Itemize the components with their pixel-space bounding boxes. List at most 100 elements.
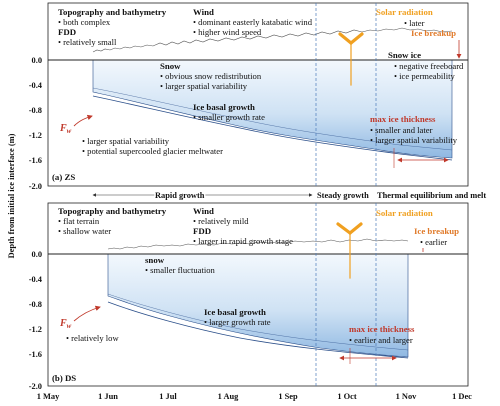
phase-steady-growth: Steady growth — [317, 191, 369, 200]
panel-a-wind-item: higher wind speed — [198, 27, 262, 37]
panel-a-topo-item: both complex — [63, 17, 111, 27]
svg-text:• larger in rapid growth stage: • larger in rapid growth stage — [193, 236, 293, 246]
svg-text:-1.2: -1.2 — [29, 131, 42, 140]
svg-text:• flat terrain: • flat terrain — [58, 216, 100, 226]
panel-b-tag: (b) DS — [52, 373, 76, 383]
svg-text:1 Sep: 1 Sep — [278, 392, 298, 401]
panel-a-snow-item: larger spatial variability — [165, 81, 248, 91]
phase-rapid-growth: Rapid growth — [155, 191, 205, 200]
svg-text:• shallow water: • shallow water — [58, 226, 111, 236]
svg-text:-0.4: -0.4 — [29, 275, 43, 284]
svg-text:-0.8: -0.8 — [29, 300, 42, 309]
svg-text:-1.6: -1.6 — [29, 156, 42, 165]
svg-text:-0.4: -0.4 — [29, 81, 43, 90]
panel-b-fw-item: relatively low — [71, 333, 119, 343]
svg-text:• dominant easterly katabatic: • dominant easterly katabatic wind — [193, 17, 313, 27]
svg-text:• earlier: • earlier — [420, 237, 447, 247]
panel-a-basal-item: smaller growth rate — [198, 112, 265, 122]
panel-a-fw-item: larger spatial variability — [87, 136, 170, 146]
panel-b-snow-title: snow — [145, 255, 165, 265]
panel-a-snowice-item: ice permeability — [399, 71, 455, 81]
panel-a-maxice-item: smaller and later — [375, 125, 432, 135]
panel-b-ice-basal-line2 — [107, 293, 409, 351]
svg-text:• larger spatial variability: • larger spatial variability — [160, 81, 248, 91]
svg-text:• ice permeability: • ice permeability — [394, 71, 455, 81]
svg-text:0.0: 0.0 — [32, 250, 42, 259]
panel-b-topo-item: flat terrain — [63, 216, 100, 226]
panel-b-breakup-item: earlier — [425, 237, 447, 247]
panel-b-maxice-item: earlier and larger — [354, 335, 413, 345]
y-axis-label: Depth from initial ice interface (m) — [7, 133, 16, 258]
svg-text:1 Dec: 1 Dec — [452, 392, 472, 401]
svg-text:• smaller growth rate: • smaller growth rate — [193, 112, 265, 122]
panel-b-basal-item: larger growth rate — [209, 317, 271, 327]
panel-a-breakup-title: Ice breakup — [411, 28, 456, 38]
panel-b-solar-title: Solar radiation — [376, 208, 433, 218]
panel-a-solar-title: Solar radiation — [376, 7, 433, 17]
svg-text:-2.0: -2.0 — [29, 182, 42, 191]
panel-a-fw-item: potential supercooled glacier meltwater — [87, 146, 223, 156]
panel-a-snowice-title: Snow ice — [388, 50, 421, 60]
panel-b-ice-basal-line — [107, 301, 409, 359]
panel-a-topo-title: Topography and bathymetry — [58, 7, 167, 17]
x-axis-ticks: 1 May 1 Jun 1 Jul 1 Aug 1 Sep 1 Oct 1 No… — [37, 392, 472, 401]
panel-a-solar-icon — [338, 32, 364, 86]
panel-b-snow-surface — [107, 238, 409, 250]
panel-b-wind-title: Wind — [193, 206, 214, 216]
panel-a-maxice-title: max ice thickness — [370, 114, 436, 124]
panel-b-fdd-item: larger in rapid growth stage — [198, 236, 293, 246]
svg-text:• earlier and larger: • earlier and larger — [349, 335, 413, 345]
svg-text:• smaller and later: • smaller and later — [370, 125, 433, 135]
panel-b-fw-label: Fw — [59, 318, 72, 330]
svg-text:0.0: 0.0 — [32, 56, 42, 65]
svg-text:1 Oct: 1 Oct — [337, 392, 357, 401]
panel-b-snow-item: smaller fluctuation — [150, 265, 215, 275]
phase-thermal-equilibrium: Thermal equilibrium and melt — [377, 191, 486, 200]
panel-b-breakup-title: Ice breakup — [414, 226, 459, 236]
panel-a-wind-title: Wind — [193, 7, 214, 17]
svg-text:• relatively small: • relatively small — [58, 37, 117, 47]
panel-a-fdd-item: relatively small — [63, 37, 117, 47]
svg-text:• larger growth rate: • larger growth rate — [204, 317, 271, 327]
svg-text:• negative freeboard: • negative freeboard — [394, 61, 464, 71]
svg-text:• obvious snow redistribution: • obvious snow redistribution — [160, 71, 262, 81]
panel-b: 0.0 -0.4 -0.8 -1.2 -1.6 -2.0 Topography … — [29, 202, 469, 391]
svg-text:• smaller fluctuation: • smaller fluctuation — [145, 265, 216, 275]
panel-a-tag: (a) ZS — [52, 172, 75, 182]
panel-a-fw-label: Fw — [59, 123, 72, 135]
svg-text:1 Jun: 1 Jun — [98, 392, 118, 401]
svg-text:• relatively low: • relatively low — [66, 333, 119, 343]
svg-text:• relatively mild: • relatively mild — [193, 216, 249, 226]
svg-text:1 May: 1 May — [37, 392, 60, 401]
panel-a-snow-surface — [92, 27, 453, 53]
svg-text:• both complex: • both complex — [58, 17, 111, 27]
panel-a-ice-basal-line2 — [92, 87, 453, 151]
svg-text:• later: • later — [404, 18, 425, 28]
panel-a-snow-item: obvious snow redistribution — [165, 71, 262, 81]
panel-a: 0.0 -0.4 -0.8 -1.2 -1.6 -2.0 Topography … — [29, 2, 469, 191]
svg-text:• larger spatial variability: • larger spatial variability — [370, 135, 458, 145]
panel-b-topo-title: Topography and bathymetry — [58, 206, 167, 216]
panel-a-snow-title: Snow — [160, 61, 181, 71]
panel-b-ice-body — [107, 253, 409, 358]
svg-text:1 Aug: 1 Aug — [218, 392, 240, 401]
panel-a-maxice-item: larger spatial variability — [375, 135, 458, 145]
panel-b-solar-icon — [336, 222, 363, 279]
panel-b-basal-title: Ice basal growth — [204, 307, 266, 317]
svg-text:-1.2: -1.2 — [29, 325, 42, 334]
svg-text:-0.8: -0.8 — [29, 106, 42, 115]
panel-a-fdd-title: FDD — [58, 27, 76, 37]
svg-text:1 Nov: 1 Nov — [396, 392, 418, 401]
panel-b-topo-item: shallow water — [63, 226, 111, 236]
panel-a-ice-basal-line — [92, 95, 453, 161]
svg-text:-1.6: -1.6 — [29, 350, 42, 359]
panel-a-snowice-item: negative freeboard — [399, 61, 464, 71]
panel-a-ice-body — [92, 59, 453, 159]
panel-b-maxice-title: max ice thickness — [349, 324, 415, 334]
panel-a-basal-title: Ice basal growth — [193, 102, 255, 112]
panel-a-y-ticks: 0.0 -0.4 -0.8 -1.2 -1.6 -2.0 — [29, 56, 43, 191]
panel-a-fw-arrow — [73, 114, 93, 127]
svg-text:• higher wind speed: • higher wind speed — [193, 27, 262, 37]
phase-bar: Rapid growth Steady growth Thermal equil… — [92, 190, 486, 202]
